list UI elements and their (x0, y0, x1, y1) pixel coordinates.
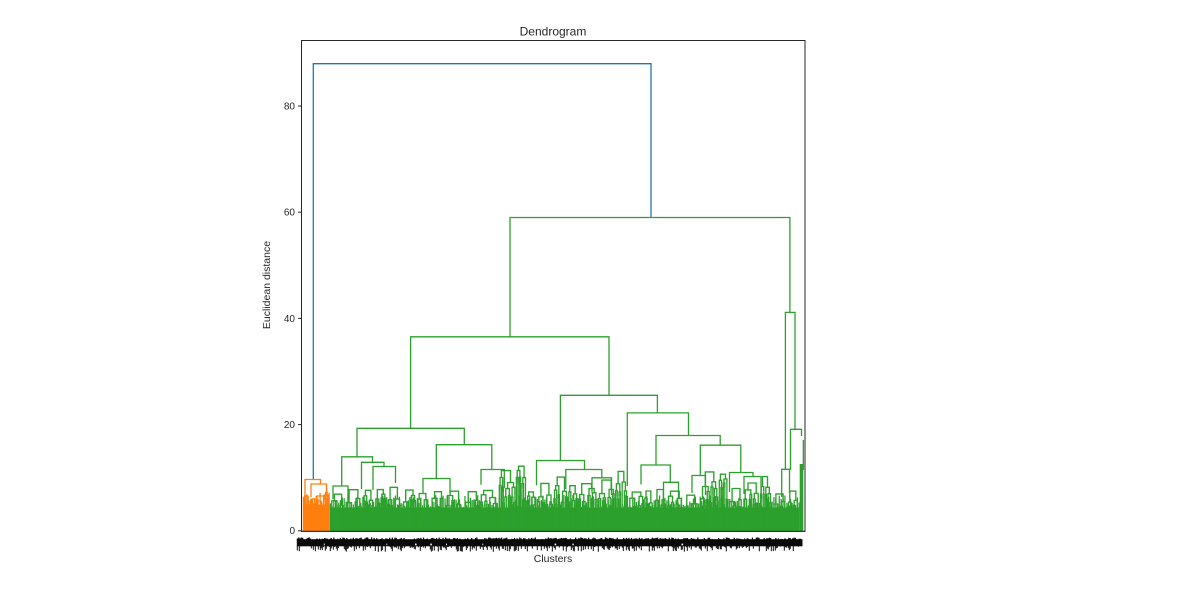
svg-text:40: 40 (284, 314, 296, 325)
svg-text:0: 0 (289, 526, 295, 537)
svg-text:Clusters: Clusters (534, 553, 573, 565)
svg-text:60: 60 (284, 208, 296, 219)
svg-text:20: 20 (284, 420, 296, 431)
svg-text:80: 80 (284, 101, 296, 112)
svg-text:Dendrogram: Dendrogram (520, 24, 587, 38)
svg-text:Euclidean distance: Euclidean distance (261, 241, 273, 329)
